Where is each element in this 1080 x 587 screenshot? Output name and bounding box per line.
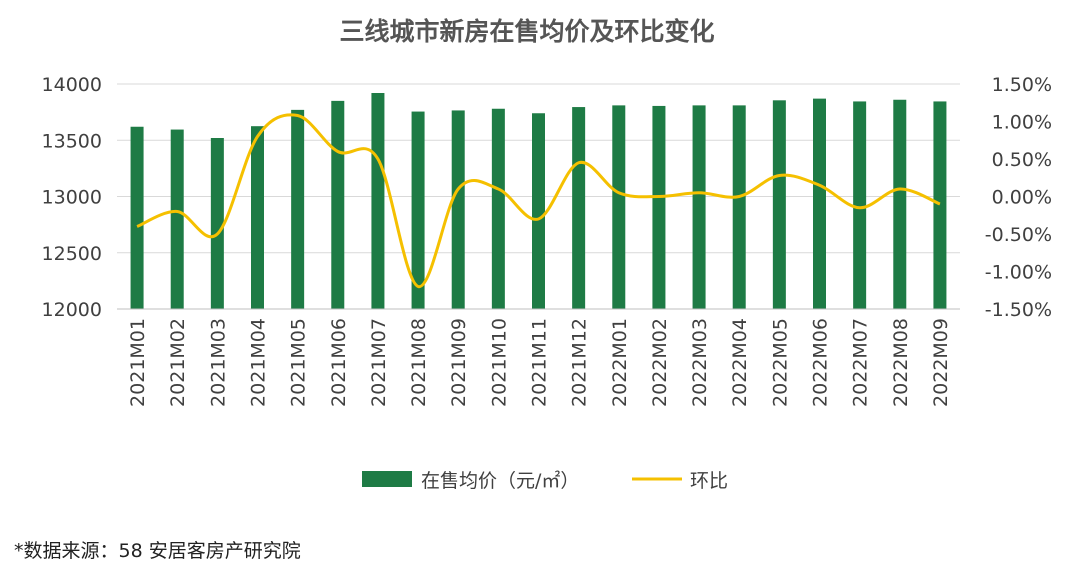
bar-2022M02 — [652, 105, 666, 309]
right-tick-label: -1.00% — [985, 262, 1052, 284]
bar-2021M11 — [532, 113, 545, 309]
x-tick-label: 2022M06 — [810, 318, 832, 407]
bar-2022M08 — [893, 99, 907, 309]
x-tick-label: 2022M03 — [689, 318, 711, 407]
right-tick-label: -1.50% — [985, 299, 1052, 321]
bar-2022M09 — [933, 101, 947, 309]
legend-bar-label: 在售均价（元/㎡） — [421, 469, 579, 492]
legend-line-label: 环比 — [690, 470, 728, 492]
bar-2021M02 — [170, 129, 184, 309]
x-tick-label: 2022M01 — [609, 318, 631, 407]
left-tick-label: 13500 — [42, 130, 102, 152]
x-tick-label: 2021M11 — [529, 318, 551, 407]
x-tick-label: 2021M06 — [328, 318, 350, 407]
bar-series — [130, 93, 947, 309]
x-tick-label: 2022M08 — [890, 318, 912, 407]
bar-2022M01 — [612, 105, 626, 309]
x-tick-label: 2022M02 — [649, 318, 671, 407]
right-tick-label: 0.50% — [992, 149, 1052, 171]
bar-2021M08 — [411, 111, 425, 309]
bar-2021M01 — [130, 126, 144, 309]
bar-2021M04 — [251, 126, 264, 309]
bar-2022M05 — [772, 100, 786, 309]
x-tick-label: 2021M05 — [288, 318, 310, 407]
x-tick-label: 2021M01 — [127, 318, 149, 407]
left-tick-label: 12000 — [42, 299, 102, 321]
bar-2021M12 — [572, 107, 586, 309]
x-tick-label: 2022M09 — [930, 318, 952, 407]
bar-2021M09 — [451, 110, 465, 309]
bar-2021M07 — [371, 93, 385, 309]
right-tick-label: 1.50% — [992, 74, 1052, 96]
x-tick-label: 2021M03 — [207, 318, 229, 407]
x-tick-label: 2022M05 — [769, 318, 791, 407]
right-tick-label: 1.00% — [992, 112, 1052, 134]
x-tick-label: 2022M04 — [729, 318, 751, 407]
line-path-huanbi — [136, 113, 941, 288]
left-tick-label: 13000 — [42, 187, 102, 209]
x-tick-label: 2021M02 — [167, 318, 189, 407]
x-tick-label: 2021M04 — [248, 318, 270, 407]
right-tick-label: -0.50% — [985, 224, 1052, 246]
legend: 在售均价（元/㎡） 环比 — [362, 469, 728, 492]
source-note: *数据来源：58 安居客房产研究院 — [14, 540, 301, 562]
x-tick-label: 2021M07 — [368, 318, 390, 407]
x-tick-label: 2021M12 — [569, 318, 591, 407]
chart-title: 三线城市新房在售均价及环比变化 — [339, 17, 714, 46]
legend-bar-swatch — [362, 471, 412, 487]
bar-2021M05 — [291, 109, 305, 309]
x-tick-label: 2022M07 — [850, 318, 872, 407]
bar-2022M06 — [813, 98, 826, 309]
right-axis: -1.50% -1.00% -0.50% 0.00% 0.50% 1.00% 1.50% — [985, 74, 1052, 321]
left-axis: 12000 12500 13000 13500 14000 — [42, 74, 102, 321]
bar-2022M04 — [732, 105, 746, 309]
left-tick-label: 14000 — [42, 74, 102, 96]
bar-2021M10 — [491, 108, 505, 309]
x-tick-label: 2021M09 — [448, 318, 470, 407]
bar-2022M07 — [853, 101, 867, 309]
line-series — [136, 113, 941, 288]
x-tick-label: 2021M08 — [408, 318, 430, 407]
right-tick-label: 0.00% — [992, 187, 1052, 209]
bar-2022M03 — [692, 105, 706, 309]
bar-2021M03 — [210, 138, 224, 309]
x-tick-label: 2021M10 — [488, 318, 510, 407]
bar-2021M06 — [331, 100, 345, 309]
x-axis: 2021M01 2021M02 2021M03 2021M04 2021M05 2021M… — [117, 308, 960, 407]
left-tick-label: 12500 — [42, 243, 102, 265]
